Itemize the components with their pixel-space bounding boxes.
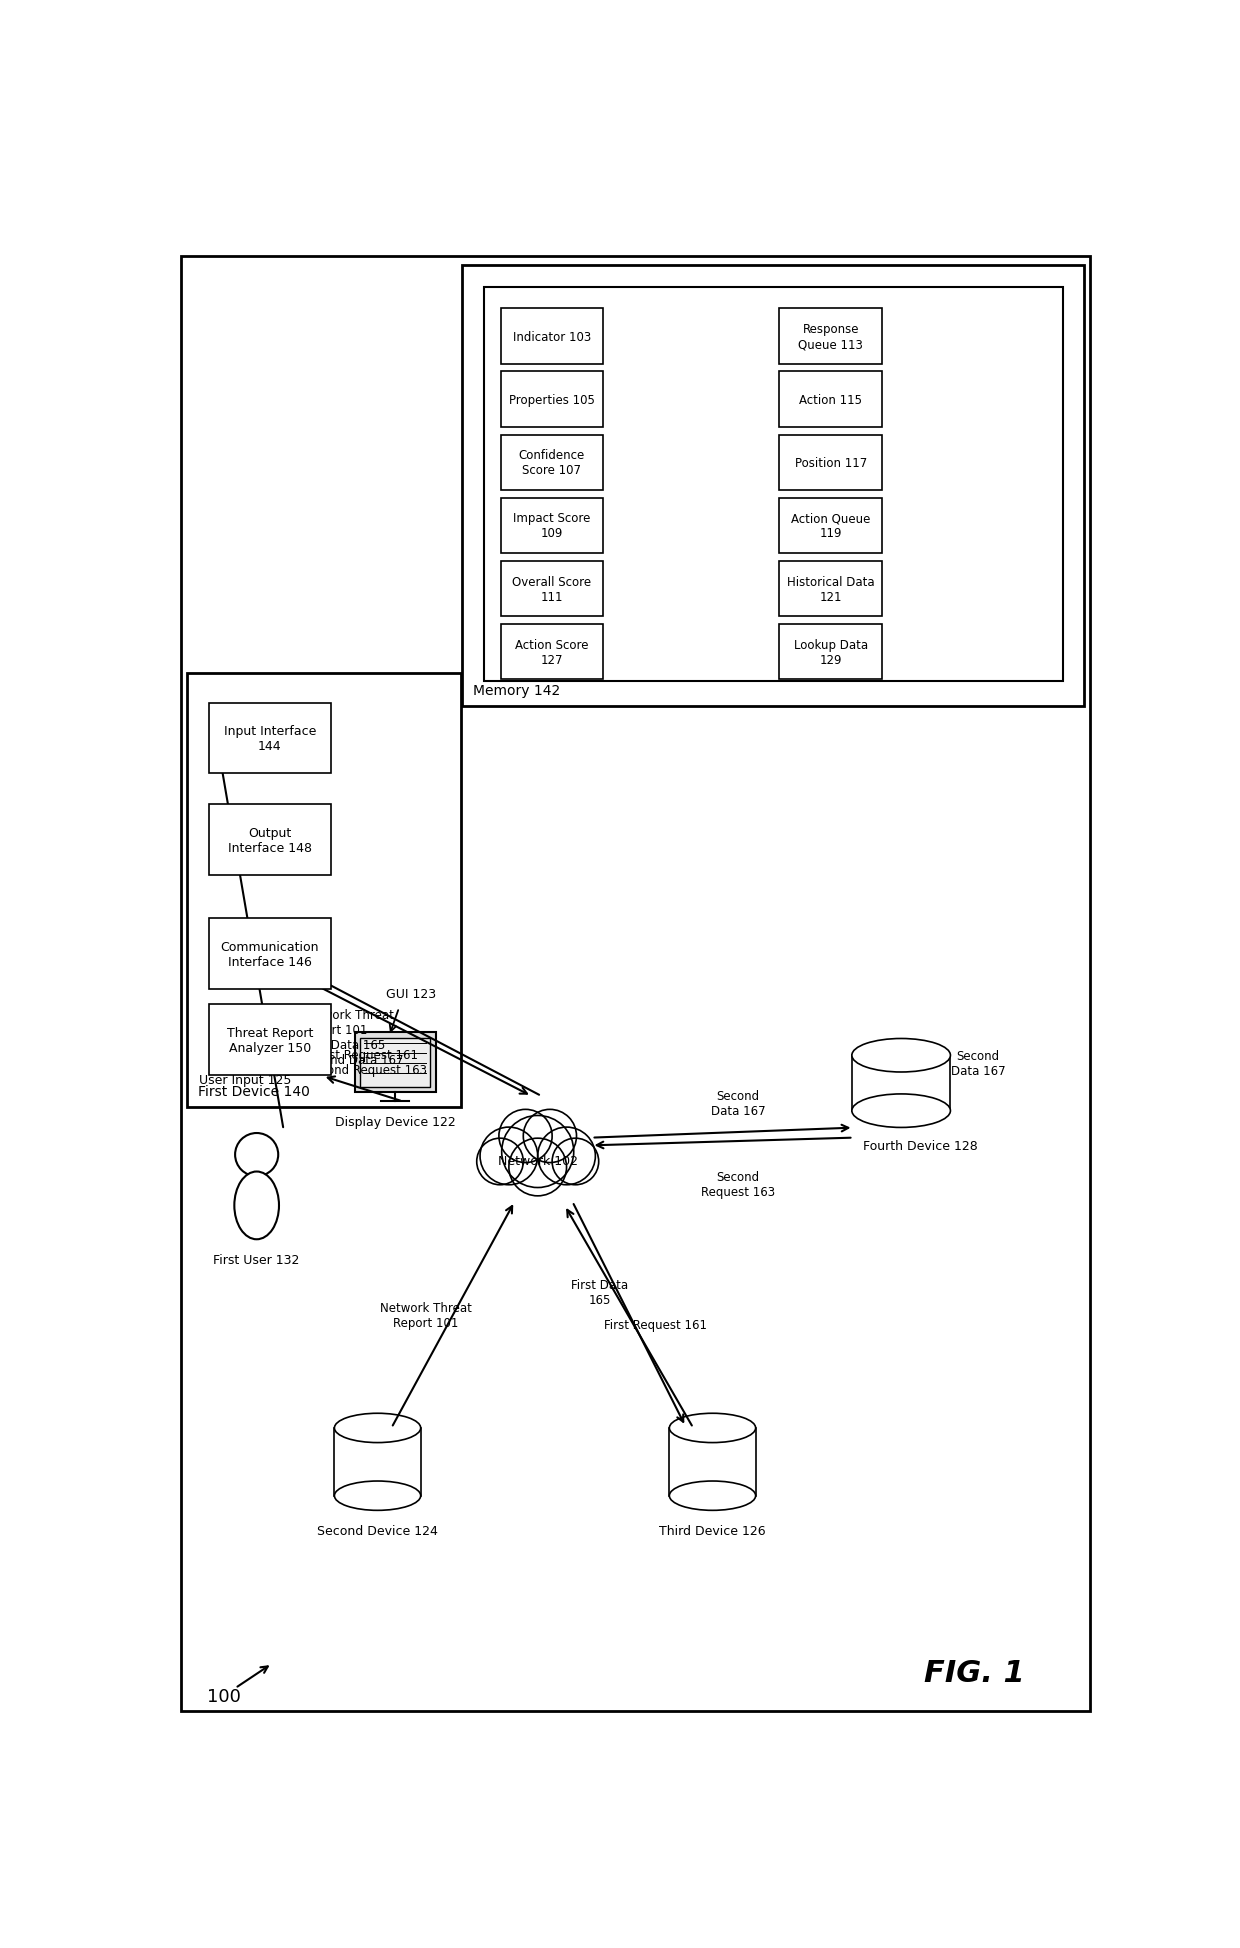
Text: GUI 123: GUI 123 xyxy=(386,988,436,1001)
Text: Third Device 126: Third Device 126 xyxy=(660,1523,766,1537)
Text: First User 132: First User 132 xyxy=(213,1253,300,1266)
FancyBboxPatch shape xyxy=(501,436,603,491)
Circle shape xyxy=(498,1110,552,1163)
Text: First Device 140: First Device 140 xyxy=(198,1085,310,1099)
FancyBboxPatch shape xyxy=(484,288,1063,682)
Text: Historical Data
121: Historical Data 121 xyxy=(787,575,874,604)
FancyBboxPatch shape xyxy=(501,310,603,364)
FancyBboxPatch shape xyxy=(208,805,331,875)
FancyBboxPatch shape xyxy=(780,499,882,553)
Text: Threat Report
Analyzer 150: Threat Report Analyzer 150 xyxy=(227,1027,312,1054)
Text: Impact Score
109: Impact Score 109 xyxy=(513,512,590,540)
FancyBboxPatch shape xyxy=(780,625,882,680)
FancyBboxPatch shape xyxy=(208,919,331,990)
Text: Display Device 122: Display Device 122 xyxy=(335,1116,455,1128)
Text: Second
Data 167: Second Data 167 xyxy=(951,1050,1006,1077)
Text: Overall Score
111: Overall Score 111 xyxy=(512,575,591,604)
Text: Action Score
127: Action Score 127 xyxy=(515,639,589,666)
Text: Communication
Interface 146: Communication Interface 146 xyxy=(221,941,319,968)
Circle shape xyxy=(538,1128,595,1184)
Text: Memory 142: Memory 142 xyxy=(472,684,560,697)
Text: Input Interface
144: Input Interface 144 xyxy=(223,725,316,752)
FancyBboxPatch shape xyxy=(780,372,882,429)
Ellipse shape xyxy=(234,1173,279,1239)
FancyBboxPatch shape xyxy=(780,561,882,618)
Ellipse shape xyxy=(335,1414,420,1443)
Text: Position 117: Position 117 xyxy=(795,456,867,469)
FancyBboxPatch shape xyxy=(187,674,461,1106)
Text: Network Threat
Report 101: Network Threat Report 101 xyxy=(381,1301,472,1329)
Circle shape xyxy=(236,1134,278,1177)
Text: Confidence
Score 107: Confidence Score 107 xyxy=(518,450,585,477)
Text: Second
Request 163: Second Request 163 xyxy=(701,1171,775,1198)
Polygon shape xyxy=(335,1428,420,1496)
FancyBboxPatch shape xyxy=(501,625,603,680)
Text: 100: 100 xyxy=(207,1687,241,1704)
Text: Action 115: Action 115 xyxy=(800,393,862,407)
Text: Second
Data 167: Second Data 167 xyxy=(711,1089,765,1118)
FancyBboxPatch shape xyxy=(780,436,882,491)
Text: Output
Interface 148: Output Interface 148 xyxy=(228,826,311,855)
FancyBboxPatch shape xyxy=(463,267,1085,707)
Text: User Input 125: User Input 125 xyxy=(198,1073,291,1087)
Text: Second Device 124: Second Device 124 xyxy=(317,1523,438,1537)
Circle shape xyxy=(480,1128,538,1184)
Polygon shape xyxy=(670,1428,755,1496)
Text: Network Threat
Report 101
First Data 165
Second Data 167: Network Threat Report 101 First Data 165… xyxy=(303,1009,403,1068)
FancyBboxPatch shape xyxy=(181,257,1090,1710)
Ellipse shape xyxy=(852,1038,950,1073)
Circle shape xyxy=(508,1138,567,1196)
FancyBboxPatch shape xyxy=(501,372,603,429)
Text: FIG. 1: FIG. 1 xyxy=(924,1658,1024,1687)
Ellipse shape xyxy=(670,1480,755,1510)
Polygon shape xyxy=(852,1056,950,1110)
Text: Fourth Device 128: Fourth Device 128 xyxy=(863,1140,978,1151)
FancyBboxPatch shape xyxy=(208,1005,331,1075)
Ellipse shape xyxy=(335,1480,420,1510)
Text: Lookup Data
129: Lookup Data 129 xyxy=(794,639,868,666)
Text: Network 102: Network 102 xyxy=(497,1155,578,1167)
Circle shape xyxy=(523,1110,577,1163)
Circle shape xyxy=(476,1138,523,1184)
Text: First Request 161: First Request 161 xyxy=(604,1319,707,1330)
FancyBboxPatch shape xyxy=(501,499,603,553)
Text: Response
Queue 113: Response Queue 113 xyxy=(799,323,863,351)
Circle shape xyxy=(502,1116,574,1188)
Circle shape xyxy=(552,1138,599,1184)
FancyBboxPatch shape xyxy=(355,1032,435,1093)
FancyBboxPatch shape xyxy=(780,310,882,364)
Ellipse shape xyxy=(670,1414,755,1443)
Text: First Request 161
Second Request 163: First Request 161 Second Request 163 xyxy=(306,1048,428,1075)
FancyBboxPatch shape xyxy=(208,703,331,773)
FancyBboxPatch shape xyxy=(501,561,603,618)
Text: Properties 105: Properties 105 xyxy=(508,393,595,407)
Text: Action Queue
119: Action Queue 119 xyxy=(791,512,870,540)
FancyBboxPatch shape xyxy=(361,1038,430,1087)
Text: Indicator 103: Indicator 103 xyxy=(513,331,591,343)
Ellipse shape xyxy=(852,1095,950,1128)
Text: First Data
165: First Data 165 xyxy=(572,1278,629,1307)
